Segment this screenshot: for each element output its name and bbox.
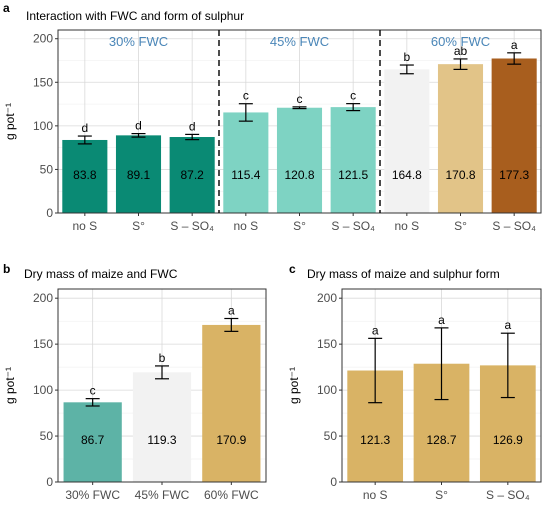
value-label: 128.7 xyxy=(426,433,456,447)
bar xyxy=(384,69,430,213)
y-tick-label: 150 xyxy=(317,337,337,351)
value-label: 121.5 xyxy=(338,168,368,182)
value-label: 121.3 xyxy=(360,433,390,447)
x-tick-label: S° xyxy=(293,219,306,233)
bar xyxy=(491,58,537,214)
value-label: 177.3 xyxy=(499,168,529,182)
bar xyxy=(169,137,215,213)
significance-letter: b xyxy=(159,351,166,365)
value-label: 86.7 xyxy=(81,433,105,447)
y-axis-label: g pot⁻¹ xyxy=(287,367,301,404)
x-tick-label: 30% FWC xyxy=(65,488,120,502)
y-axis-label: g pot⁻¹ xyxy=(3,367,17,404)
value-label: 83.8 xyxy=(73,168,97,182)
value-label: 115.4 xyxy=(231,168,260,182)
plot-frame xyxy=(57,29,542,214)
value-label: 119.3 xyxy=(147,433,176,447)
value-label: 89.1 xyxy=(127,168,151,182)
significance-letter: a xyxy=(504,318,511,332)
x-tick-label: 45% FWC xyxy=(135,488,190,502)
significance-letter: ab xyxy=(454,44,468,58)
x-tick-label: 60% FWC xyxy=(204,488,259,502)
panel-b-letter: b xyxy=(3,262,10,276)
significance-letter: a xyxy=(438,313,445,327)
bar xyxy=(330,107,376,213)
bar xyxy=(62,139,108,213)
significance-letter: c xyxy=(350,89,356,103)
x-tick-label: no S xyxy=(72,219,97,233)
value-label: 164.8 xyxy=(392,168,422,182)
significance-letter: a xyxy=(372,323,379,337)
y-tick-label: 50 xyxy=(40,162,54,176)
bar xyxy=(202,324,261,482)
significance-letter: d xyxy=(135,119,142,133)
x-tick-label: S – SO₄ xyxy=(492,219,536,233)
panel-b-title: Dry mass of maize and FWC xyxy=(24,267,178,281)
bar xyxy=(115,135,162,213)
y-tick-label: 50 xyxy=(324,429,338,443)
panel-a-title: Interaction with FWC and form of sulphur xyxy=(26,9,244,23)
panel-a-letter: a xyxy=(3,1,10,15)
bar xyxy=(63,402,122,482)
panel-c-title: Dry mass of maize and sulphur form xyxy=(307,267,500,281)
x-tick-label: S – SO₄ xyxy=(331,219,375,233)
bar xyxy=(223,112,269,213)
panel-c: 0 50 100 150 200 a 121.3 no S a 128.7 S° a 126.9 S – … xyxy=(287,288,542,502)
significance-letter: d xyxy=(189,119,196,133)
significance-letter: c xyxy=(90,384,96,398)
panel-a: 0 50 100 150 200 d 83.8 no S d 89.1 S° d 87.2 S – SO₄… xyxy=(3,29,542,233)
x-tick-label: no S xyxy=(363,488,388,502)
panel-c-letter: c xyxy=(289,262,296,276)
y-tick-label: 100 xyxy=(33,119,53,133)
plot-frame xyxy=(341,288,542,483)
bar xyxy=(276,107,323,213)
y-tick-label: 200 xyxy=(33,32,53,46)
significance-letter: c xyxy=(243,89,249,103)
x-tick-label: S – SO₄ xyxy=(486,488,530,502)
y-tick-label: 200 xyxy=(33,291,53,305)
x-tick-label: S° xyxy=(435,488,448,502)
y-axis-label: g pot⁻¹ xyxy=(3,103,17,140)
x-tick-label: no S xyxy=(394,219,419,233)
panel-b: 0 50 100 150 200 c 86.7 30% FWC b 119.3 45% FWC a 17… xyxy=(3,288,267,502)
significance-letter: c xyxy=(297,92,303,106)
y-tick-label: 0 xyxy=(46,475,53,489)
value-label: 120.8 xyxy=(284,168,314,182)
bar xyxy=(437,64,484,213)
significance-letter: d xyxy=(81,121,88,135)
y-tick-label: 50 xyxy=(40,429,54,443)
group-label: 30% FWC xyxy=(109,34,168,49)
significance-letter: a xyxy=(228,304,235,318)
significance-letter: b xyxy=(403,50,410,64)
x-tick-label: no S xyxy=(233,219,258,233)
y-tick-label: 150 xyxy=(33,75,53,89)
value-label: 87.2 xyxy=(180,168,204,182)
x-tick-label: S° xyxy=(132,219,145,233)
y-tick-label: 150 xyxy=(33,337,53,351)
bar xyxy=(132,372,192,482)
significance-letter: a xyxy=(511,38,518,52)
x-tick-label: S° xyxy=(454,219,467,233)
value-label: 126.9 xyxy=(493,433,523,447)
value-label: 170.8 xyxy=(445,168,475,182)
y-tick-label: 0 xyxy=(330,475,337,489)
y-tick-label: 100 xyxy=(33,383,53,397)
group-label: 45% FWC xyxy=(270,34,329,49)
value-label: 170.9 xyxy=(216,433,246,447)
plot-frame xyxy=(57,288,267,483)
group-label: 60% FWC xyxy=(431,34,490,49)
y-tick-label: 100 xyxy=(317,383,337,397)
y-tick-label: 0 xyxy=(46,206,53,220)
y-tick-label: 200 xyxy=(317,291,337,305)
x-tick-label: S – SO₄ xyxy=(170,219,214,233)
